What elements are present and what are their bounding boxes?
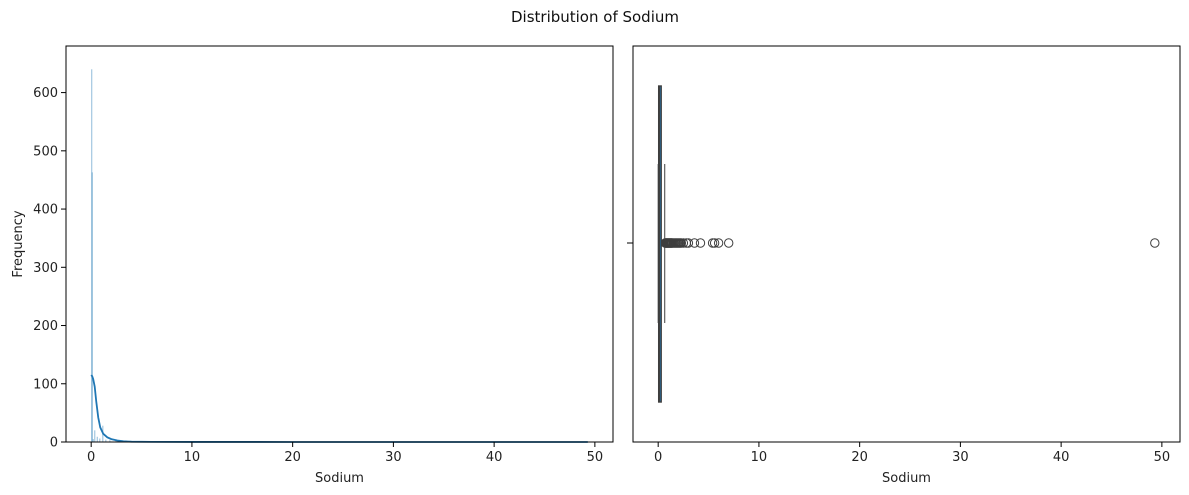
boxplot-outlier	[683, 238, 694, 248]
figure-suptitle: Distribution of Sodium	[511, 8, 679, 26]
boxplot-x-tick-label: 30	[952, 450, 969, 465]
histogram-frame	[65, 45, 614, 443]
histogram-plot-area	[66, 46, 613, 442]
histogram-bar	[96, 436, 98, 442]
histogram-bar	[109, 440, 111, 442]
histogram-y-tick-label: 400	[33, 203, 58, 218]
boxplot-x-tick-label: 20	[851, 450, 868, 465]
histogram-bar	[115, 440, 117, 442]
boxplot-outlier	[678, 238, 689, 248]
histogram-y-tick-label: 300	[33, 261, 58, 276]
boxplot-frame	[632, 45, 1181, 443]
histogram-y-axis-label: Frequency	[11, 210, 26, 277]
boxplot-outlier	[695, 238, 706, 248]
boxplot-x-tick-label: 0	[654, 450, 662, 465]
boxplot-outlier	[709, 238, 720, 248]
histogram-bar	[92, 439, 94, 442]
histogram-x-tick-label: 40	[486, 450, 503, 465]
boxplot-x-tick-label: 10	[751, 450, 768, 465]
histogram-bar	[105, 439, 107, 442]
boxplot-panel: 0 10 20 30 40 50 Sodium	[627, 45, 1181, 486]
histogram-bar	[94, 430, 96, 442]
histogram-bar	[99, 438, 101, 442]
boxplot-x-axis-label: Sodium	[882, 471, 931, 486]
boxplot-outliers	[660, 238, 1160, 248]
histogram-x-tick-label: 0	[87, 450, 95, 465]
boxplot-x-tick-label: 50	[1154, 450, 1171, 465]
boxplot-outlier	[713, 238, 724, 248]
histogram-bar	[91, 172, 93, 442]
histogram-y-tick-label: 200	[33, 319, 58, 334]
histogram-panel: 0 10 20 30 40 50 0 100 200 300 400 500 600 Sodium F…	[11, 45, 614, 486]
histogram-y-tick-label: 600	[33, 86, 58, 101]
histogram-y-tick-label: 0	[50, 436, 58, 451]
histogram-y-ticks: 0 100 200 300 400 500 600	[33, 86, 66, 451]
histogram-x-ticks: 0 10 20 30 40 50	[87, 442, 603, 465]
boxplot-outlier	[689, 238, 700, 248]
histogram-x-tick-label: 50	[587, 450, 604, 465]
histogram-y-tick-label: 500	[33, 144, 58, 159]
histogram-x-tick-label: 30	[385, 450, 402, 465]
boxplot-x-tick-label: 40	[1053, 450, 1070, 465]
histogram-x-axis-label: Sodium	[315, 471, 364, 486]
histogram-x-tick-label: 10	[184, 450, 201, 465]
histogram-x-tick-label: 20	[284, 450, 301, 465]
boxplot-outlier	[1150, 238, 1160, 248]
boxplot-x-ticks: 0 10 20 30 40 50	[654, 442, 1170, 465]
histogram-bar	[91, 69, 93, 442]
boxplot-outlier	[724, 238, 734, 248]
histogram-y-tick-label: 100	[33, 377, 58, 392]
